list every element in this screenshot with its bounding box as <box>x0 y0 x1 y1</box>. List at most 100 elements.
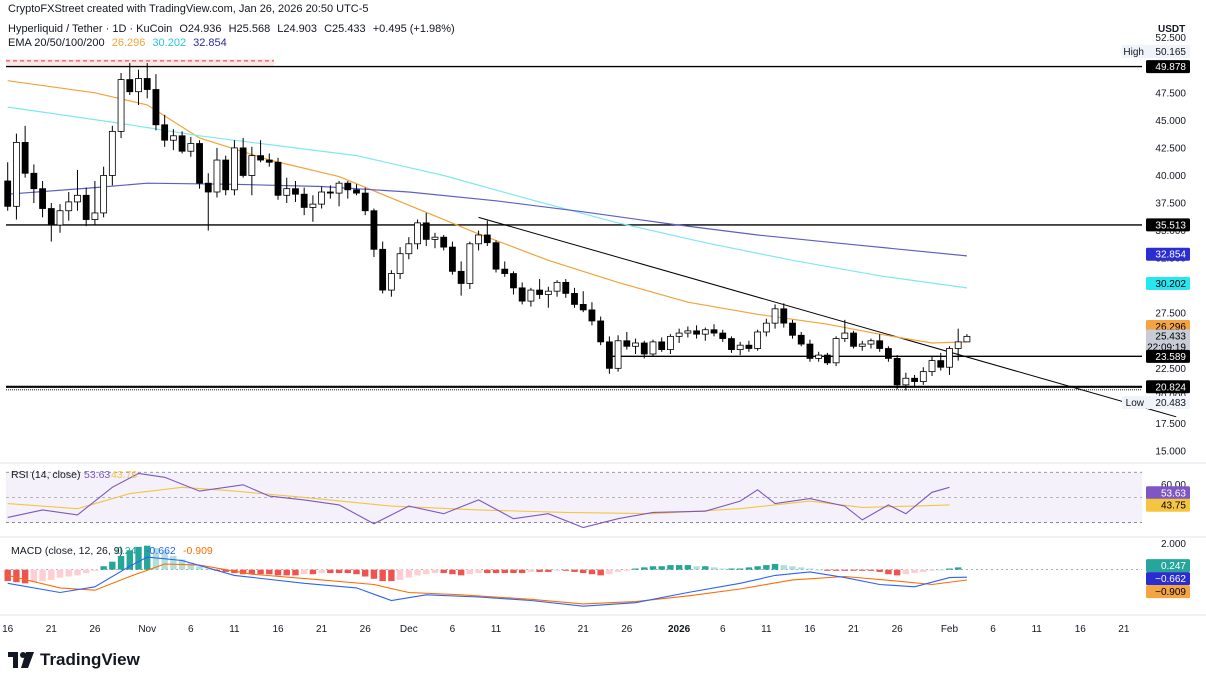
price-label-bg <box>1146 218 1190 232</box>
currency-label[interactable]: USDT <box>1158 24 1186 35</box>
candle-body <box>169 135 177 141</box>
macd-hist-bar <box>859 569 866 571</box>
candle-body <box>806 343 814 359</box>
candle-body <box>789 322 796 336</box>
candle-body <box>274 161 282 196</box>
candle-body <box>361 192 369 212</box>
macd-line <box>7 556 967 607</box>
candle-body <box>292 188 299 195</box>
macd-hist-bar <box>196 566 203 570</box>
price-label: 20.483 <box>1155 398 1186 409</box>
high-zone <box>6 59 274 66</box>
macd-hist-bar <box>763 565 770 570</box>
candle-body <box>65 201 73 212</box>
candle-body <box>684 330 692 334</box>
time-tick-label: 21 <box>316 624 328 635</box>
candle-body <box>300 193 308 208</box>
price-label-bg <box>1146 329 1190 354</box>
candle-body <box>510 273 517 289</box>
symbol-ohlc-line[interactable]: Hyperliquid / Tether · 1D · KuCoin O24.9… <box>8 23 459 35</box>
rsi-label-bg <box>1146 498 1190 512</box>
ohlc-high: H25.568 <box>228 23 271 35</box>
candle-body <box>187 143 195 152</box>
macd-hist-bar <box>719 568 726 570</box>
candle-body <box>850 332 857 347</box>
candle-body <box>74 194 81 203</box>
macd-label-bg <box>1146 559 1190 573</box>
macd-hist-bar <box>170 555 177 570</box>
time-tick-label: Dec <box>400 624 418 635</box>
macd-hist-bar <box>780 565 787 570</box>
macd-hist-bar <box>370 569 378 579</box>
candle-body <box>475 234 482 245</box>
macd-hist-bar <box>527 569 535 572</box>
candle-body <box>422 222 430 240</box>
macd-hist-bar <box>789 566 796 570</box>
macd-hist-bar <box>545 569 552 572</box>
macd-hist-bar <box>82 569 90 574</box>
ohlc-low: L24.903 <box>277 23 318 35</box>
candle-body <box>82 194 90 220</box>
candle-body <box>152 89 160 126</box>
macd-hist-bar <box>65 569 72 577</box>
macd-hist-bar <box>109 561 116 570</box>
time-tick-label: 21 <box>1118 624 1130 635</box>
macd-hist-bar <box>161 551 168 570</box>
candle-body <box>946 348 953 368</box>
candle-body <box>379 248 387 291</box>
rsi-value: 53.63 <box>84 469 110 481</box>
candle-body <box>815 354 823 359</box>
ohlc-change: +0.495 (+1.98%) <box>372 23 455 35</box>
rsi-label: 43.75 <box>1161 501 1186 512</box>
macd-hist-bar <box>335 569 343 574</box>
rsi-band <box>6 472 1142 523</box>
macd-hist-bar <box>239 569 247 575</box>
time-tick-label: 6 <box>188 624 194 635</box>
tradingview-logo[interactable]: TradingView <box>8 650 140 670</box>
candle-body <box>483 234 491 244</box>
candle-body <box>780 308 788 324</box>
time-tick-label: 11 <box>491 624 502 635</box>
candle-body <box>257 155 264 161</box>
candle-body <box>762 322 770 333</box>
candle-body <box>117 79 125 132</box>
price-label-bg <box>1146 349 1190 363</box>
candle-body <box>13 142 20 207</box>
time-tick-label: 6 <box>450 624 456 635</box>
candle-body <box>937 360 945 368</box>
macd-hist-bar <box>274 569 282 576</box>
candle-body <box>108 130 116 176</box>
price-label: 26.296 <box>1155 322 1186 333</box>
macd-hist-bar <box>902 569 910 575</box>
macd-hist-bar <box>510 569 517 574</box>
ohlc-open: O24.936 <box>179 23 222 35</box>
price-tick-label: 17.500 <box>1155 419 1186 430</box>
ema-legend[interactable]: EMA 20/50/100/200 26.296 30.202 32.854 <box>8 37 231 49</box>
macd-signal-value: -0.909 <box>183 545 213 557</box>
macd-hist-bar <box>824 569 831 571</box>
symbol-title[interactable]: Hyperliquid / Tether · 1D · KuCoin <box>8 23 173 35</box>
time-tick-label: 26 <box>360 624 372 635</box>
candle-body <box>719 332 727 339</box>
macd-hist-bar <box>623 569 631 571</box>
time-tick-label: 21 <box>46 624 58 635</box>
candle-body <box>370 210 378 250</box>
price-label-countdown: 22:09:19 <box>1147 343 1186 354</box>
candle-body <box>544 290 552 295</box>
candle-body <box>501 268 509 274</box>
ema-line-50 <box>7 106 967 289</box>
price-label-bg <box>1146 276 1190 290</box>
candle-body <box>466 243 474 284</box>
candle-body <box>893 358 901 386</box>
ema20-value: 26.296 <box>111 37 146 49</box>
macd-hist-bar <box>580 569 587 574</box>
candle-body <box>562 281 570 294</box>
candle-body <box>492 242 500 270</box>
candle-body <box>283 188 291 196</box>
price-label: 35.513 <box>1155 220 1186 231</box>
macd-hist-bar <box>379 569 386 582</box>
time-tick-label: 2026 <box>668 624 691 635</box>
price-label-bg <box>1146 380 1190 394</box>
